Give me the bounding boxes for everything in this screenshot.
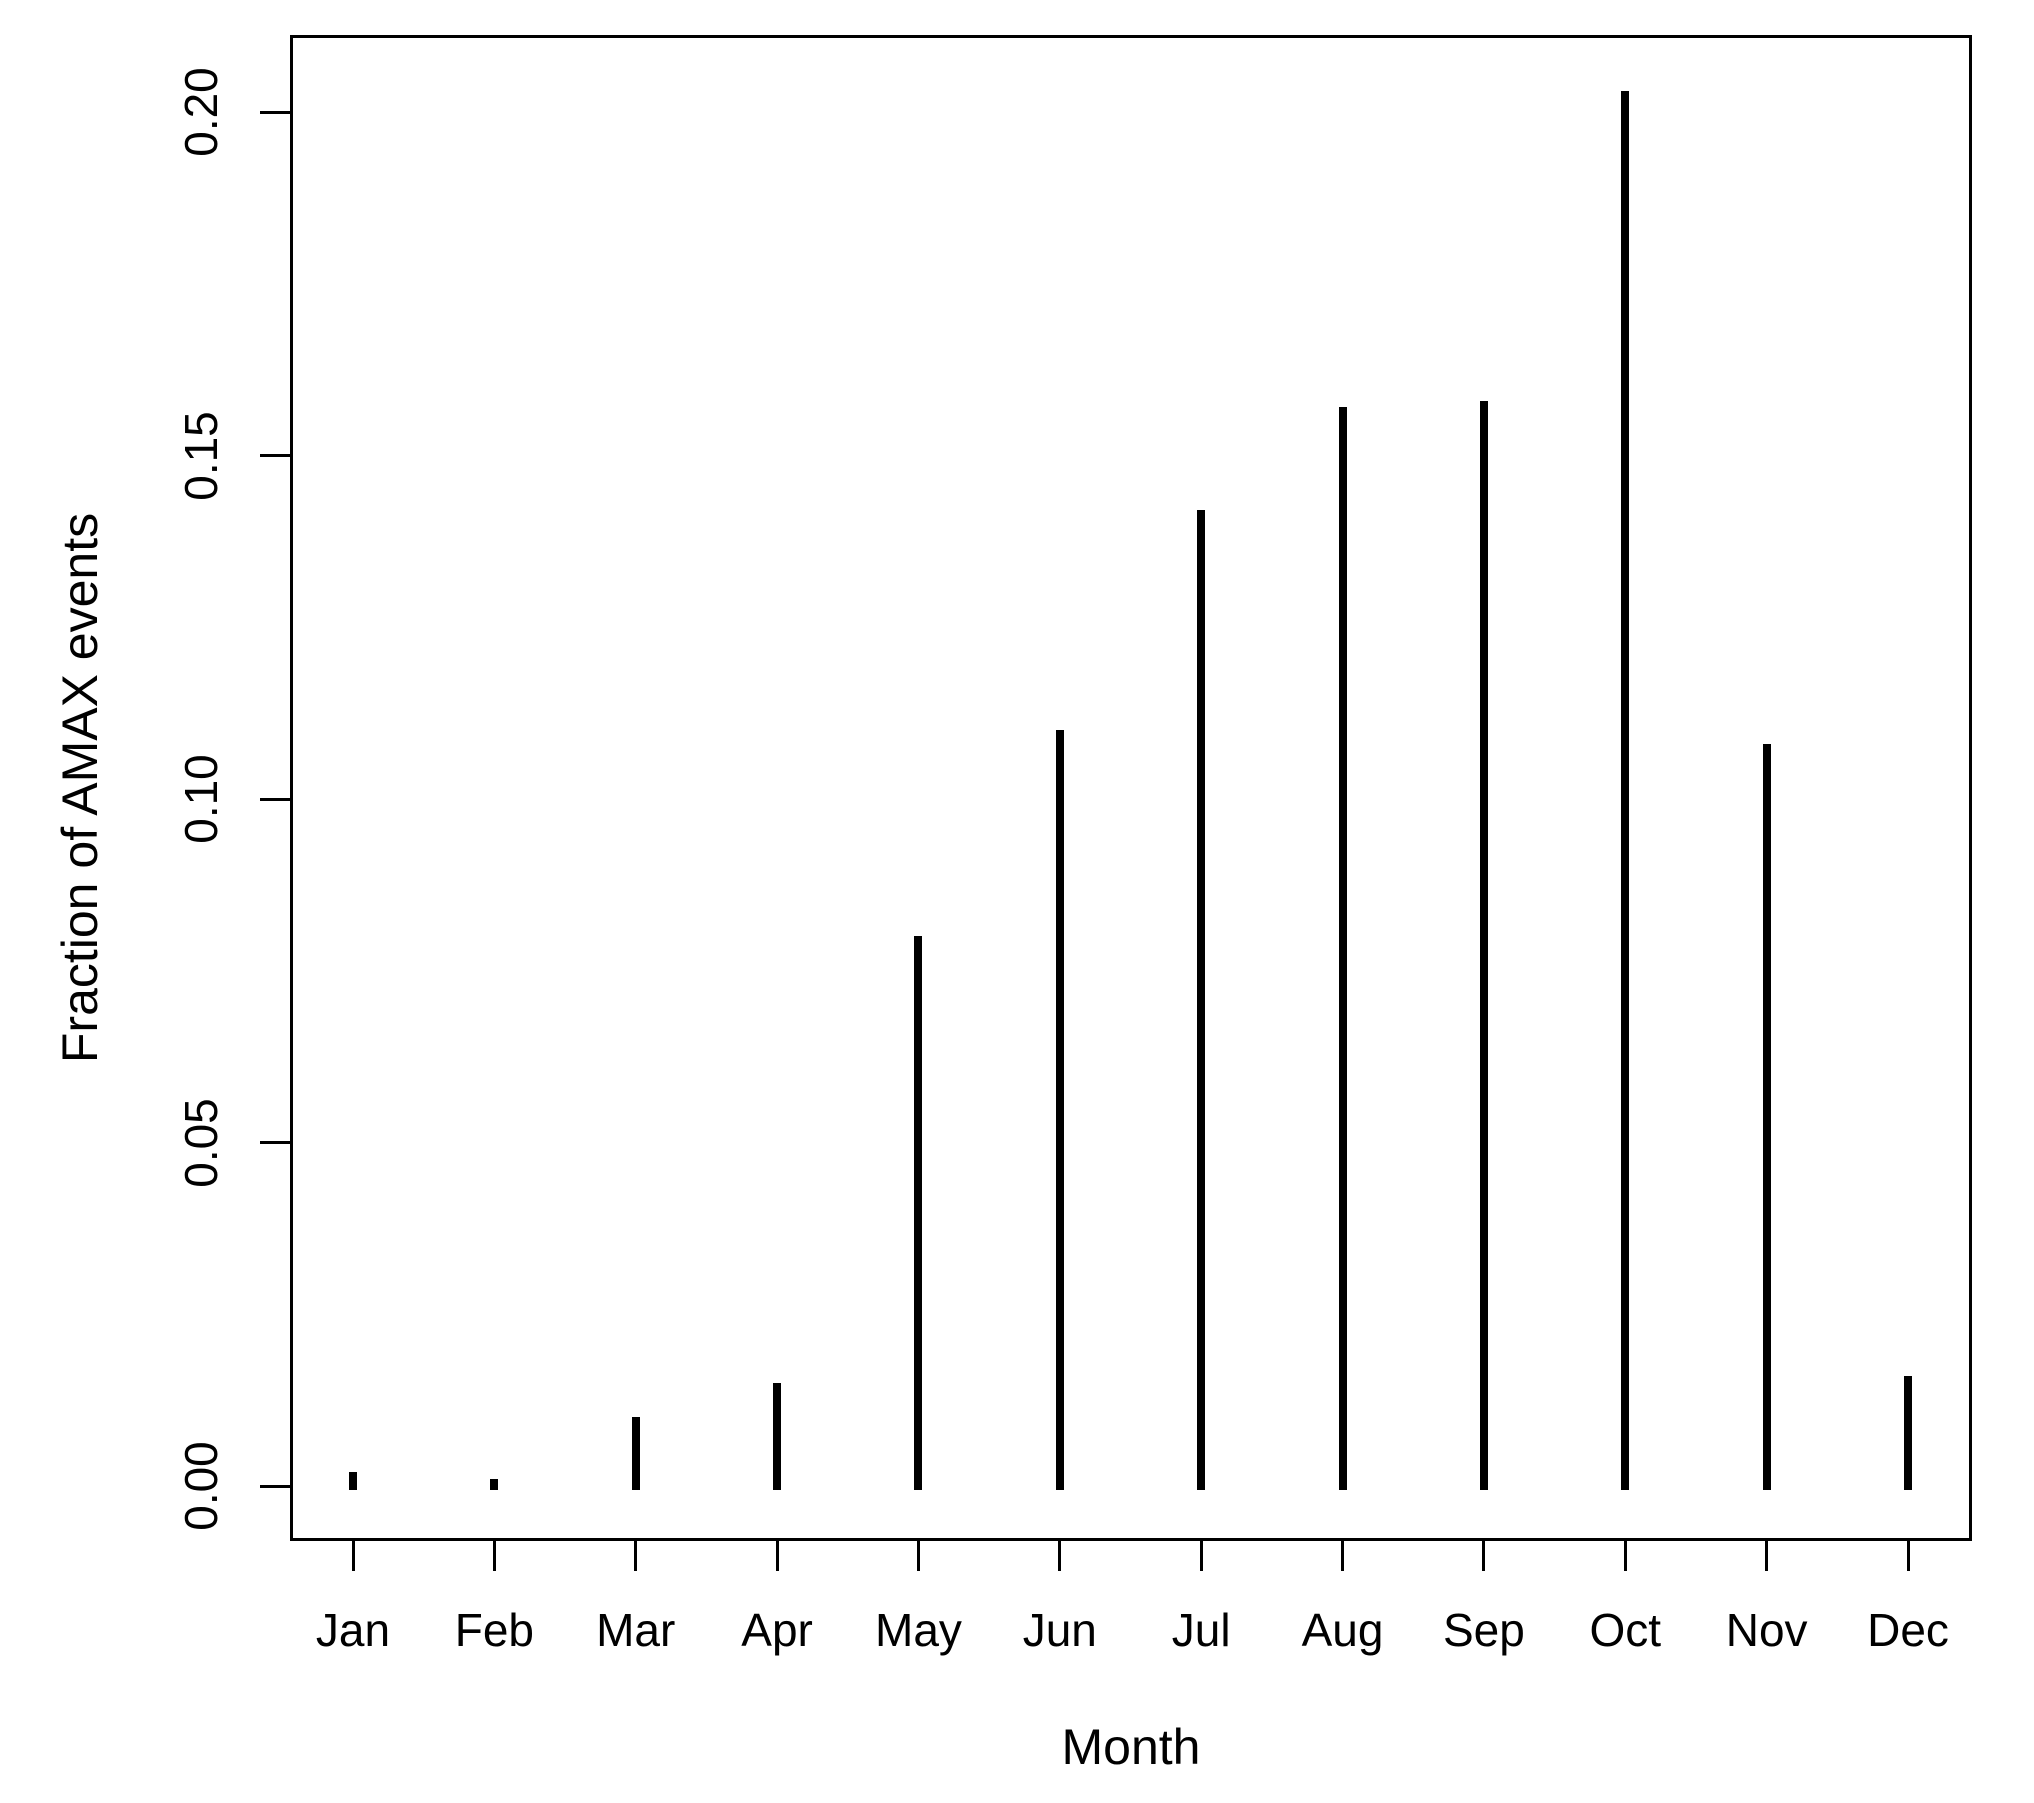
y-tick-label-0.15: 0.15 [175, 410, 227, 501]
x-tick-label-aug: Aug [1301, 1604, 1384, 1656]
x-tick-feb [492, 1541, 496, 1571]
x-tick-may [916, 1541, 920, 1571]
x-tick-jan [351, 1541, 355, 1571]
bar-nov [1762, 744, 1771, 1490]
x-tick-jun [1058, 1541, 1062, 1571]
x-tick-label-apr: Apr [741, 1604, 813, 1656]
bar-feb [490, 1479, 499, 1490]
bar-jan [349, 1472, 357, 1490]
y-axis-title: Fraction of AMAX events [52, 512, 108, 1064]
x-tick-label-jan: Jan [315, 1604, 391, 1656]
x-tick-jul [1199, 1541, 1203, 1571]
bar-mar [631, 1417, 640, 1490]
x-tick-mar [634, 1541, 638, 1571]
bar-jul [1197, 510, 1206, 1490]
bar-apr [773, 1383, 782, 1490]
x-tick-aug [1341, 1541, 1345, 1571]
y-tick-label-0.05: 0.05 [175, 1097, 227, 1188]
x-tick-label-may: May [875, 1604, 962, 1656]
x-tick-label-sep: Sep [1442, 1604, 1525, 1656]
y-tick-label-0.00: 0.00 [175, 1441, 227, 1531]
x-tick-apr [775, 1541, 779, 1571]
y-tick-0.05 [260, 1141, 290, 1144]
y-tick-0.00 [260, 1484, 290, 1488]
bar-aug [1338, 407, 1347, 1490]
y-tick-label-0.10: 0.10 [175, 754, 227, 844]
y-tick-0.10 [260, 797, 290, 801]
bar-sep [1479, 401, 1488, 1490]
x-tick-dec [1906, 1541, 1910, 1571]
x-tick-label-oct: Oct [1589, 1604, 1662, 1656]
bar-jun [1055, 730, 1064, 1490]
y-tick-0.15 [260, 454, 290, 457]
y-tick-0.20 [260, 110, 290, 114]
x-tick-label-feb: Feb [454, 1604, 534, 1656]
x-tick-label-jul: Jul [1171, 1604, 1231, 1656]
x-tick-sep [1482, 1541, 1486, 1571]
x-tick-label-jun: Jun [1022, 1604, 1097, 1656]
x-tick-label-mar: Mar [596, 1604, 676, 1656]
bar-may [914, 936, 923, 1490]
x-tick-nov [1765, 1541, 1769, 1571]
y-tick-label-0.20: 0.20 [175, 67, 227, 157]
x-tick-label-nov: Nov [1725, 1604, 1808, 1656]
x-tick-oct [1623, 1541, 1627, 1571]
x-tick-label-dec: Dec [1867, 1604, 1949, 1656]
bar-dec [1904, 1376, 1912, 1490]
x-axis-title: Month [1061, 1719, 1201, 1775]
plot-area [290, 35, 1972, 1541]
bar-oct [1621, 91, 1630, 1490]
